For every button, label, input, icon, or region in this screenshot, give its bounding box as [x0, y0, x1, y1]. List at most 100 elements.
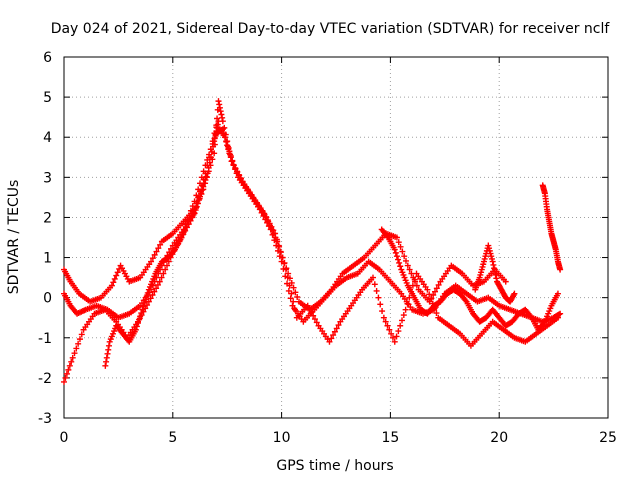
data-point [211, 138, 218, 145]
data-point [395, 256, 402, 263]
data-point [76, 336, 83, 343]
data-point [194, 200, 201, 207]
series-track-1 [61, 126, 564, 325]
data-point [435, 281, 442, 288]
data-point [136, 316, 143, 323]
data-point [204, 170, 211, 177]
data-point [492, 271, 499, 278]
series-track-2 [61, 122, 509, 313]
data-point [153, 285, 160, 292]
data-point [226, 148, 233, 155]
data-point [290, 284, 297, 291]
data-point [392, 249, 399, 256]
data-point [433, 285, 440, 292]
data-point [216, 104, 223, 111]
data-point [156, 278, 163, 285]
data-point [391, 246, 398, 253]
data-point [554, 290, 561, 297]
data-point [230, 161, 237, 168]
data-point [216, 101, 223, 108]
data-point [132, 326, 139, 333]
data-point [215, 118, 222, 125]
data-point [111, 275, 118, 282]
data-point [557, 266, 564, 273]
data-point [105, 342, 112, 349]
data-point [103, 354, 110, 361]
data-point [290, 298, 297, 305]
data-point [140, 303, 147, 310]
data-point [201, 180, 208, 187]
data-point [133, 323, 140, 330]
data-point [264, 217, 271, 224]
data-point [207, 154, 214, 161]
data-point [66, 362, 73, 369]
data-point [215, 98, 222, 105]
series-track-3 [61, 98, 561, 385]
data-point [217, 108, 224, 115]
data-point [554, 314, 561, 321]
data-point [233, 168, 240, 175]
data-point [232, 164, 239, 171]
data-point [157, 241, 164, 248]
y-tick-label: -3 [38, 411, 52, 427]
data-point [399, 317, 406, 324]
data-point [375, 294, 382, 301]
data-point [73, 345, 80, 352]
data-point [162, 266, 169, 273]
data-point [306, 306, 313, 313]
x-axis-label: GPS time / hours [276, 458, 393, 474]
data-point [213, 128, 220, 135]
data-point [211, 134, 218, 141]
data-point [286, 282, 293, 289]
data-point [61, 378, 67, 385]
data-point [221, 124, 228, 131]
data-point [75, 340, 82, 347]
series-track-5 [539, 182, 564, 273]
data-point [142, 296, 149, 303]
data-point [406, 294, 413, 301]
data-point [208, 148, 215, 155]
data-point [198, 190, 205, 197]
data-point [224, 138, 231, 145]
data-point [141, 300, 148, 307]
data-point [137, 313, 144, 320]
chart-title: Day 024 of 2021, Sidereal Day-to-day VTE… [51, 21, 611, 37]
data-point [227, 151, 234, 158]
data-point [193, 203, 200, 210]
data-point [151, 288, 158, 295]
data-point [149, 255, 156, 262]
data-point [222, 131, 229, 138]
data-point [331, 328, 338, 335]
data-point [203, 173, 210, 180]
x-tick-label: 20 [490, 430, 508, 446]
gridlines [64, 57, 608, 418]
x-tick-label: 15 [381, 430, 399, 446]
data-point [78, 331, 85, 338]
data-point [380, 314, 387, 321]
data-point [490, 261, 497, 268]
data-point [404, 300, 411, 307]
data-point [288, 290, 295, 297]
data-point [335, 322, 342, 329]
data-point [326, 338, 333, 345]
data-point [63, 370, 70, 377]
y-tick-label: -2 [38, 371, 52, 387]
data-point [399, 248, 406, 255]
data-point [149, 291, 156, 298]
data-point [105, 346, 112, 353]
data-point [103, 358, 110, 365]
data-point [389, 334, 396, 341]
data-point [402, 306, 409, 313]
data-point [308, 309, 315, 316]
data-point [511, 290, 518, 297]
data-point [397, 243, 404, 250]
data-point [424, 286, 431, 293]
data-point [225, 144, 232, 151]
y-tick-label: 5 [43, 90, 52, 106]
data-point [411, 276, 418, 283]
data-point [272, 230, 279, 237]
data-point [202, 177, 209, 184]
data-point [502, 278, 509, 285]
data-point [214, 124, 221, 131]
data-point [69, 354, 76, 361]
